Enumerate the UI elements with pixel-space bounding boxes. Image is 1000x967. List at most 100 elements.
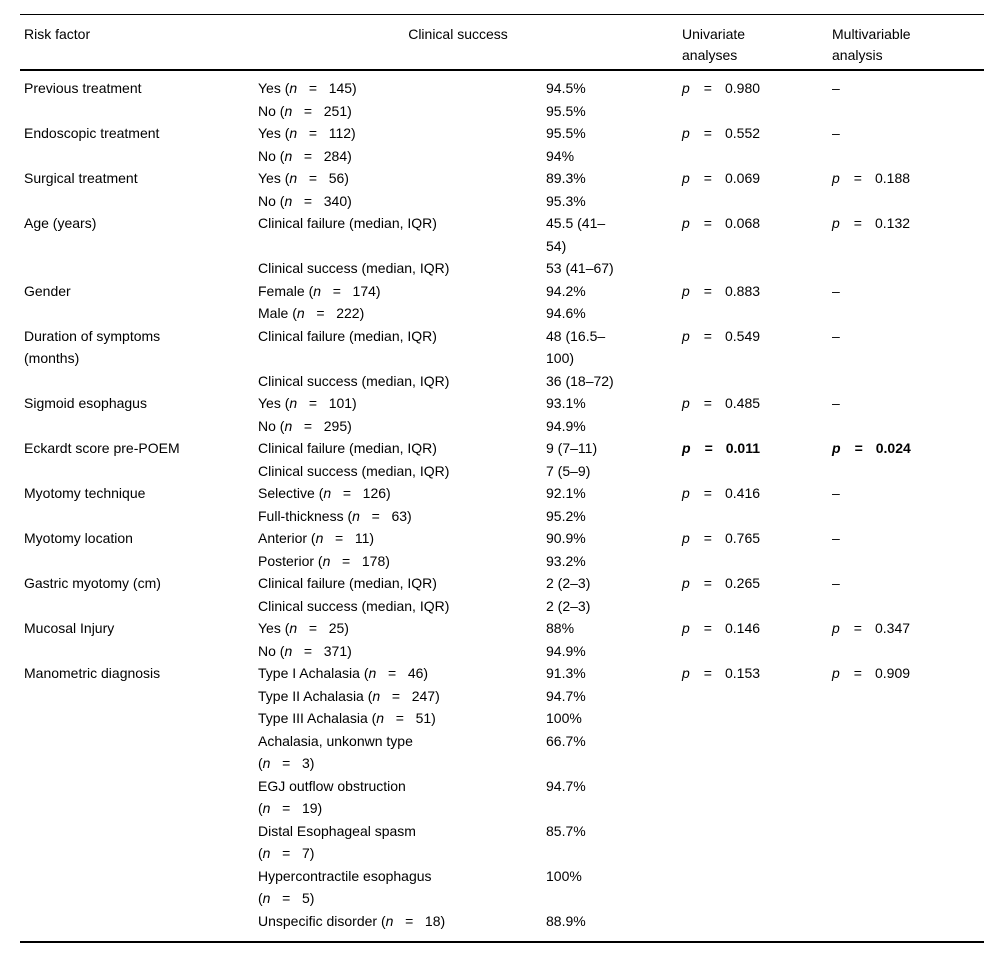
clinical-success-cell: Selective (n = 126) 92.1% Full-thickness…	[258, 482, 682, 527]
risk-factor-label: Mucosal Injury	[24, 620, 115, 636]
result-value: 66.7%	[546, 732, 586, 749]
p-value: 0.132	[874, 215, 911, 231]
equals-sign: =	[853, 215, 862, 231]
clinical-success-cell: Clinical failure (median, IQR) 48 (16.5–…	[258, 325, 682, 393]
clinical-success-cell: Clinical failure (median, IQR) 45.5 (41–…	[258, 212, 682, 280]
entry-line: Full-thickness (n = 63) 95.2%	[258, 505, 682, 528]
equals-sign: =	[854, 440, 863, 456]
result-value: 93.1%	[546, 395, 586, 411]
univariate-p-cell: p = 0.069	[682, 167, 832, 190]
category-label: Distal Esophageal spasm (n = 7)	[258, 822, 416, 862]
p-symbol: p	[682, 125, 690, 141]
category-label: No (n = 284)	[258, 147, 352, 164]
p-symbol: p	[832, 170, 840, 186]
p-value: 0.146	[724, 620, 761, 636]
header-risk-factor: Risk factor	[24, 26, 91, 42]
entry-line: Type I Achalasia (n = 46) 91.3%	[258, 662, 682, 685]
p-symbol: p	[832, 665, 840, 681]
entry-line: Yes (n = 145) 94.5%	[258, 77, 682, 100]
univariate-p-cell: p = 0.068	[682, 212, 832, 235]
multivariable-p-cell: –	[832, 280, 984, 303]
entry-line: No (n = 284) 94%	[258, 145, 682, 168]
result-value: 9 (7–11)	[546, 440, 598, 456]
p-value: 0.011	[725, 440, 761, 456]
result-value: 2 (2–3)	[546, 575, 591, 591]
univariate-p-cell: p = 0.265	[682, 572, 832, 595]
multivariable-p-cell: –	[832, 122, 984, 145]
p-value: 0.909	[874, 665, 911, 681]
p-value: 0.153	[724, 665, 761, 681]
multivariable-p-cell: p = 0.909	[832, 662, 984, 685]
multivariable-p-cell: –	[832, 392, 984, 415]
clinical-success-cell: Anterior (n = 11) 90.9% Posterior (n = 1…	[258, 527, 682, 572]
p-value: 0.549	[724, 327, 761, 344]
p-value: 0.069	[724, 170, 761, 186]
result-value: 100%	[546, 710, 582, 726]
result-value: 53 (41–67)	[546, 260, 614, 276]
category-label: Posterior (n = 178)	[258, 552, 390, 569]
category-label: Unspecific disorder (n = 18)	[258, 912, 446, 929]
entry-line: Achalasia, unkonwn type (n = 3) 66.7%	[258, 730, 682, 775]
result-value: 92.1%	[546, 485, 586, 501]
result-value: 91.3%	[546, 665, 586, 681]
result-value: 94.9%	[546, 417, 586, 434]
p-symbol: p	[682, 485, 690, 501]
result-value: 94.7%	[546, 777, 586, 794]
entry-line: Hypercontractile esophagus (n = 5) 100%	[258, 865, 682, 910]
category-label: Type I Achalasia (n = 46)	[258, 665, 429, 681]
category-label: Selective (n = 126)	[258, 485, 391, 501]
result-value: 36 (18–72)	[546, 372, 614, 389]
p-symbol: p	[682, 80, 690, 96]
p-value: 0.068	[724, 215, 761, 231]
entry-line: No (n = 295) 94.9%	[258, 415, 682, 438]
equals-sign: =	[703, 620, 712, 636]
entry-line: Selective (n = 126) 92.1%	[258, 482, 682, 505]
category-label: Female (n = 174)	[258, 282, 381, 299]
category-label: Clinical success (median, IQR)	[258, 372, 450, 389]
table-row-gender: Gender Female (n = 174) 94.2% Male (n = …	[24, 280, 984, 325]
category-label: No (n = 251)	[258, 102, 352, 119]
entry-line: Yes (n = 25) 88%	[258, 617, 682, 640]
p-symbol: p	[682, 575, 690, 591]
entry-line: Male (n = 222) 94.6%	[258, 302, 682, 325]
p-symbol: p	[832, 440, 841, 456]
clinical-success-cell: Yes (n = 25) 88% No (n = 371) 94.9%	[258, 617, 682, 662]
category-label: Type III Achalasia (n = 51)	[258, 710, 436, 726]
equals-sign: =	[703, 215, 712, 231]
result-value: 48 (16.5– 100)	[546, 327, 606, 367]
result-value: 94.7%	[546, 687, 586, 704]
entry-line: Clinical failure (median, IQR) 2 (2–3)	[258, 572, 682, 595]
univariate-p-cell: p = 0.980	[682, 77, 832, 100]
equals-sign: =	[703, 125, 712, 141]
equals-sign: =	[703, 485, 712, 501]
risk-factor-label: Myotomy technique	[24, 485, 146, 501]
entry-line: Type II Achalasia (n = 247) 94.7%	[258, 685, 682, 708]
result-value: 94%	[546, 147, 575, 164]
table-row-sigmoid-esophagus: Sigmoid esophagus Yes (n = 101) 93.1% No…	[24, 392, 984, 437]
header-univariate-analyses: Univariate analyses	[682, 26, 746, 63]
multivariable-p-cell: –	[832, 572, 984, 595]
multivariable-p-cell: –	[832, 325, 984, 348]
table-body: Previous treatment Yes (n = 145) 94.5% N…	[20, 71, 984, 943]
category-label: No (n = 340)	[258, 192, 352, 209]
no-value-dash: –	[832, 80, 840, 96]
risk-factor-table: Risk factor Clinical success Univariate …	[20, 14, 984, 943]
result-value: 94.5%	[546, 80, 586, 96]
p-symbol: p	[682, 282, 690, 299]
p-value: 0.188	[874, 170, 911, 186]
result-value: 95.5%	[546, 102, 586, 119]
table-row-manometric-diagnosis: Manometric diagnosis Type I Achalasia (n…	[24, 662, 984, 932]
univariate-p-cell: p = 0.153	[682, 662, 832, 685]
clinical-success-cell: Clinical failure (median, IQR) 2 (2–3) C…	[258, 572, 682, 617]
no-value-dash: –	[832, 395, 840, 411]
clinical-success-cell: Female (n = 174) 94.2% Male (n = 222) 94…	[258, 280, 682, 325]
entry-line: Type III Achalasia (n = 51) 100%	[258, 707, 682, 730]
category-label: Yes (n = 25)	[258, 620, 349, 636]
table-row-age: Age (years) Clinical failure (median, IQ…	[24, 212, 984, 280]
category-label: Anterior (n = 11)	[258, 530, 375, 546]
equals-sign: =	[703, 665, 712, 681]
no-value-dash: –	[832, 327, 840, 344]
table-row-myotomy-location: Myotomy location Anterior (n = 11) 90.9%…	[24, 527, 984, 572]
p-value: 0.552	[724, 125, 761, 141]
category-label: Male (n = 222)	[258, 305, 365, 321]
